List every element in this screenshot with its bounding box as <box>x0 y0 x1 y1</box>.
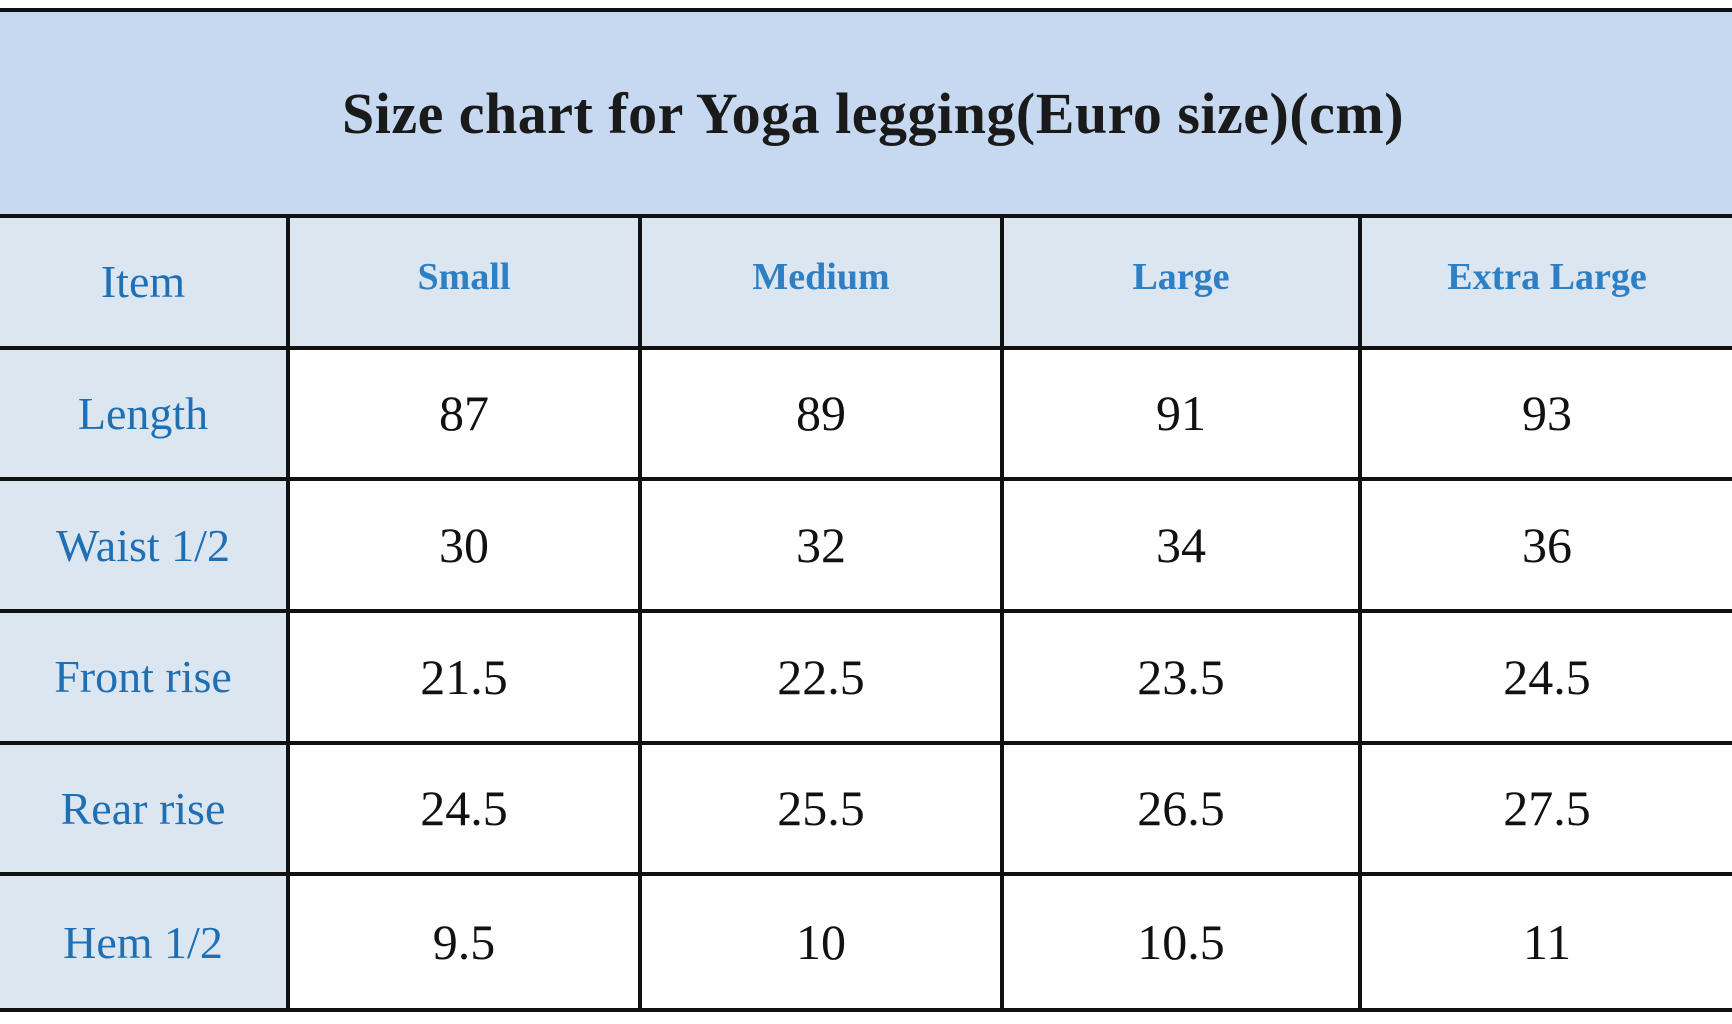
row-label: Length <box>77 387 209 439</box>
header-cell-medium: Medium <box>642 218 1004 350</box>
cell-value: 23.5 <box>1137 648 1225 705</box>
table-cell: 89 <box>642 349 1004 482</box>
cell-value: 24.5 <box>1503 648 1591 705</box>
row-label-cell: Hem 1/2 <box>0 876 290 1008</box>
cell-value: 91 <box>1156 385 1206 442</box>
title-banner: Size chart for Yoga legging(Euro size)(c… <box>0 12 1732 218</box>
column-header: Extra Large <box>1447 255 1647 298</box>
table-cell: 24.5 <box>290 744 642 877</box>
cell-value: 30 <box>439 517 489 574</box>
table-cell: 87 <box>290 349 642 482</box>
cell-value: 21.5 <box>420 648 508 705</box>
cell-value: 87 <box>439 385 489 442</box>
table-cell: 93 <box>1362 350 1732 482</box>
row-label-cell: Waist 1/2 <box>0 481 290 613</box>
table-cell: 91 <box>1004 349 1362 482</box>
table-cell: 30 <box>290 481 642 613</box>
column-header: Small <box>417 255 511 298</box>
cell-value: 10.5 <box>1137 914 1225 971</box>
header-cell-small: Small <box>290 218 642 350</box>
row-label-cell: Rear rise <box>0 744 290 877</box>
chart-title: Size chart for Yoga legging(Euro size)(c… <box>341 80 1405 146</box>
table-cell: 36 <box>1362 481 1732 613</box>
row-label: Front rise <box>54 651 232 703</box>
row-label: Rear rise <box>60 782 226 834</box>
table-cell: 11 <box>1362 876 1732 1008</box>
cell-value: 27.5 <box>1503 780 1591 837</box>
header-cell-large: Large <box>1004 218 1362 350</box>
cell-value: 36 <box>1522 517 1572 574</box>
table-cell: 34 <box>1004 481 1362 613</box>
table-cell: 23.5 <box>1004 613 1362 745</box>
column-header: Large <box>1132 255 1230 298</box>
table-cell: 27.5 <box>1362 745 1732 877</box>
cell-value: 11 <box>1522 914 1572 971</box>
table-cell: 26.5 <box>1004 744 1362 877</box>
cell-value: 25.5 <box>777 780 865 837</box>
header-cell-extra-large: Extra Large <box>1362 218 1732 350</box>
cell-value: 93 <box>1522 385 1572 442</box>
cell-value: 32 <box>796 517 846 574</box>
cell-value: 34 <box>1156 517 1206 574</box>
size-chart-table: Size chart for Yoga legging(Euro size)(c… <box>0 8 1732 1012</box>
table-cell: 21.5 <box>290 613 642 745</box>
cell-value: 22.5 <box>777 648 865 705</box>
table-cell: 32 <box>642 481 1004 613</box>
table-cell: 10 <box>642 876 1004 1008</box>
table-cell: 9.5 <box>290 876 642 1008</box>
column-header: Medium <box>752 255 890 298</box>
row-label-cell: Front rise <box>0 613 290 745</box>
cell-value: 89 <box>796 385 846 442</box>
cell-value: 10 <box>796 914 846 971</box>
table-cell: 10.5 <box>1004 876 1362 1008</box>
header-cell-item: Item <box>0 218 290 350</box>
table-cell: 24.5 <box>1362 613 1732 745</box>
row-label: Hem 1/2 <box>63 916 223 968</box>
table-cell: 25.5 <box>642 744 1004 877</box>
cell-value: 26.5 <box>1137 780 1225 837</box>
cell-value: 24.5 <box>420 780 508 837</box>
row-label-cell: Length <box>0 349 290 482</box>
cell-value: 9.5 <box>432 914 496 971</box>
row-label: Waist 1/2 <box>56 519 230 571</box>
corner-label: Item <box>100 256 186 308</box>
table-cell: 22.5 <box>642 613 1004 745</box>
